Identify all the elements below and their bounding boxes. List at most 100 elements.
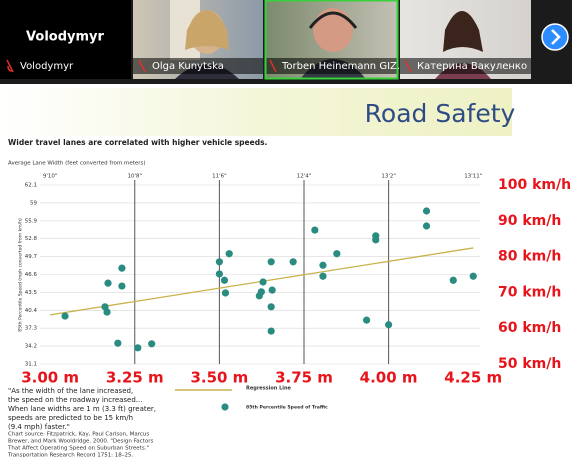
x-axis-title: Average Lane Width (feet converted from … <box>8 161 146 167</box>
data-point <box>103 308 111 316</box>
legend-swatch <box>221 403 229 411</box>
data-point <box>422 222 431 230</box>
participant-tile[interactable]: Катерина Вакуленко <box>400 0 531 79</box>
data-point <box>319 272 327 280</box>
data-point <box>289 258 297 266</box>
y-tick-label: 52.8 <box>25 236 38 242</box>
muted-mic-icon <box>404 59 412 73</box>
data-point <box>449 276 457 284</box>
legend-label: 85th Percentile Speed of Traffic <box>246 405 328 411</box>
participant-tile[interactable]: Torben Heinemann GIZ, ... <box>264 0 413 80</box>
data-point <box>311 226 319 234</box>
data-point <box>221 289 230 297</box>
slide <box>0 84 572 457</box>
metric-tick-label: 4.25 m <box>444 369 502 387</box>
button-circle <box>541 23 569 51</box>
x-tick-label: 11'6" <box>212 174 227 180</box>
y2-tick-label: 100 km/h <box>498 177 571 193</box>
data-point <box>259 278 267 286</box>
y-tick-label: 40.4 <box>25 308 38 314</box>
data-point <box>118 282 126 290</box>
participant-name: Volodymyr <box>20 61 74 72</box>
data-point <box>61 312 69 320</box>
y2-tick-label: 80 km/h <box>498 249 561 265</box>
metric-tick-label: 4.00 m <box>360 369 418 387</box>
participant-name: Olga Kunytska <box>152 61 224 72</box>
quote-line: When lane widths are 1 m (3.3 ft) greate… <box>8 405 156 413</box>
y2-tick-label: 90 km/h <box>498 213 561 229</box>
y2-tick-label: 70 km/h <box>498 284 561 300</box>
quote-line: (9.4 mph) faster." <box>8 423 70 431</box>
x-tick-label: 12'4" <box>297 174 312 180</box>
source-line: Chart source: Fitzpatrick, Kay, Paul Car… <box>8 432 149 438</box>
next-page-button[interactable] <box>541 23 569 51</box>
y-tick-label: 62.1 <box>25 183 37 189</box>
y-tick-label: 37.3 <box>25 326 38 332</box>
chevron <box>551 29 561 45</box>
active-speaker-border <box>264 0 399 80</box>
data-point <box>268 286 276 294</box>
metric-tick-label: 3.50 m <box>190 369 248 387</box>
source-line: That Affect Operating Speed on Suburban … <box>7 446 149 452</box>
name-bg <box>265 58 398 74</box>
participant-name: Катерина Вакуленко <box>417 61 527 72</box>
title-band <box>0 88 512 136</box>
y-tick-label: 46.6 <box>25 272 38 278</box>
data-point <box>118 264 126 272</box>
hair <box>185 10 229 50</box>
y-tick-label: 31.1 <box>25 362 37 368</box>
scatter-chart: 62.1 59 55.9 52.8 49.7 46.6 43.5 40.4 37.3 34.2 31… <box>21 174 571 411</box>
name-bg <box>400 58 531 74</box>
data-point <box>372 236 380 244</box>
data-point <box>333 250 341 258</box>
muted-mic-icon <box>138 59 146 73</box>
data-point <box>104 279 112 287</box>
x-tick-label: 9'10" <box>43 174 58 180</box>
x-tick-label: 13'11" <box>464 174 482 180</box>
y2-tick-label: 60 km/h <box>498 320 561 336</box>
y-tick-label: 49.7 <box>25 254 38 260</box>
data-point <box>469 272 477 280</box>
quote-line: the speed on the roadway increased... <box>8 396 143 404</box>
quote-line: "As the width of the lane increased, <box>8 387 133 395</box>
metric-tick-label: 3.75 m <box>275 369 333 387</box>
slide-subtitle: Wider travel lanes are correlated with h… <box>8 138 268 147</box>
y-axis-title: 85th Percentile Speed (mph converted fro… <box>18 218 24 332</box>
name-bg <box>133 58 263 74</box>
metric-tick-label: 3.00 m <box>21 369 79 387</box>
y-tick-label: 43.5 <box>25 290 38 296</box>
y-tick-label: 55.9 <box>25 218 38 224</box>
muted-mic-icon <box>6 59 14 73</box>
y2-tick-label: 50 km/h <box>498 356 561 372</box>
featured-name: Volodymyr <box>26 30 104 45</box>
data-point <box>385 321 393 329</box>
participant-tile[interactable]: Olga Kunytska <box>133 0 263 79</box>
data-point <box>267 258 275 266</box>
data-point <box>363 316 371 324</box>
data-point <box>220 276 229 284</box>
legend-label: Regression Line <box>246 386 292 392</box>
data-point <box>114 339 122 347</box>
source-line: Brewer, and Mark Wooldridge. 2000. "Desi… <box>8 439 153 445</box>
data-point <box>257 288 265 296</box>
y-tick-label: 34.2 <box>25 344 37 350</box>
slide-title: Road Safety <box>365 99 516 128</box>
data-point <box>267 327 275 335</box>
y-tick-label: 59 <box>30 200 37 206</box>
data-point <box>225 250 233 258</box>
data-point <box>422 207 431 215</box>
tile-bg <box>0 0 131 79</box>
data-point <box>267 303 275 311</box>
x-tick-label: 13'2" <box>381 174 396 180</box>
participant-tile[interactable]: Volodymyr Volodymyr <box>0 0 131 79</box>
face <box>313 8 353 52</box>
data-point <box>319 261 327 269</box>
source-line: Transportation Research Record 1751: 18–… <box>7 453 134 457</box>
metric-tick-label: 3.25 m <box>106 369 164 387</box>
hair <box>443 11 483 52</box>
muted-mic-icon <box>269 59 277 73</box>
headset <box>308 11 358 29</box>
data-point <box>148 340 156 348</box>
participant-name: Torben Heinemann GIZ, ... <box>281 61 413 72</box>
